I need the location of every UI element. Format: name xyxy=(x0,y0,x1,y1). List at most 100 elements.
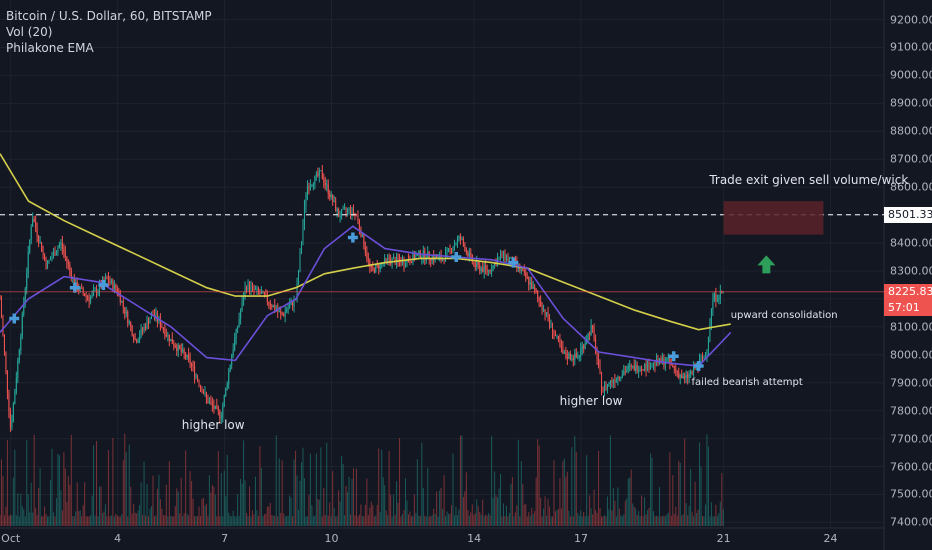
candle-body xyxy=(20,336,22,351)
volume-bar xyxy=(661,516,663,526)
ema-fast-line xyxy=(0,225,732,367)
volume-bar xyxy=(382,477,384,526)
candle-body xyxy=(214,405,216,409)
volume-bar xyxy=(70,434,72,526)
volume-bar xyxy=(696,513,698,526)
volume-bar xyxy=(375,515,377,526)
candle-body xyxy=(384,258,386,264)
candle-body xyxy=(32,219,34,227)
volume-bar xyxy=(306,516,308,526)
candle-body xyxy=(679,375,681,378)
volume-bar xyxy=(348,476,350,526)
candle-body xyxy=(93,290,95,294)
legend-symbol[interactable]: Bitcoin / U.S. Dollar, 60, BITSTAMP xyxy=(6,9,212,23)
candle-body xyxy=(303,205,305,225)
candle-body xyxy=(385,258,387,260)
volume-bar xyxy=(584,516,586,526)
volume-bar xyxy=(373,516,375,526)
volume-bar xyxy=(73,516,75,526)
time-axis[interactable]: Oct 4 7 10 14 17 21 24 xyxy=(0,528,884,550)
candle-body xyxy=(403,260,405,266)
candle-body xyxy=(110,280,112,283)
candle-body xyxy=(145,326,147,329)
candle-body xyxy=(223,395,225,407)
volume-bar xyxy=(125,452,127,526)
price-axis[interactable]: 7400.00 7500.00 7600.00 7700.00 7800.00 7900.… xyxy=(884,0,932,529)
candle-body xyxy=(251,285,254,287)
volume-bar xyxy=(12,477,14,526)
candle-body xyxy=(505,256,507,260)
candle-body xyxy=(382,263,384,265)
volume-bar xyxy=(632,503,634,526)
candle-body xyxy=(703,357,705,360)
candle-body xyxy=(167,334,169,336)
candle-body xyxy=(305,195,307,206)
candle-body xyxy=(418,251,420,254)
candle-body xyxy=(243,298,245,302)
legend-volume[interactable]: Vol (20) xyxy=(6,25,53,39)
candle-body xyxy=(470,252,472,255)
candle-body xyxy=(156,313,158,322)
candle-body xyxy=(642,368,644,371)
candle-body xyxy=(94,289,96,291)
volume-bar xyxy=(124,433,126,526)
volume-bar xyxy=(251,510,254,526)
volume-bar xyxy=(164,515,166,526)
volume-bar xyxy=(397,502,399,526)
volume-bar xyxy=(165,484,167,526)
volume-bar xyxy=(413,494,415,526)
candle-body xyxy=(587,333,589,341)
candle-body xyxy=(238,319,240,327)
volume-bar xyxy=(347,492,349,526)
legend-ema[interactable]: Philakone EMA xyxy=(6,41,94,55)
candle-body xyxy=(256,288,258,290)
volume-bar xyxy=(589,495,591,526)
volume-bar xyxy=(428,516,430,526)
volume-bar xyxy=(425,516,427,526)
candle-body xyxy=(532,286,534,289)
candle-body xyxy=(554,334,556,337)
candle-body xyxy=(599,364,601,373)
candle-body xyxy=(119,293,121,303)
volume-bar xyxy=(9,514,11,526)
candle-body xyxy=(635,364,637,371)
candle-body xyxy=(722,291,724,293)
candle-body xyxy=(715,294,717,301)
signal-marker-plus xyxy=(668,351,679,362)
volume-bar xyxy=(657,516,659,526)
volume-bar xyxy=(317,498,319,526)
candle-body xyxy=(18,350,20,361)
volume-bar xyxy=(612,487,614,526)
volume-bar xyxy=(52,512,54,526)
candle-body xyxy=(618,376,620,378)
candle-body xyxy=(345,208,347,212)
candle-body xyxy=(329,194,331,198)
volume-bar xyxy=(228,512,230,526)
volume-bar xyxy=(177,491,179,526)
candle-body xyxy=(17,360,19,378)
price-tick-label: 8700.00 xyxy=(890,152,932,166)
candle-body xyxy=(488,270,490,272)
candle-body xyxy=(526,277,528,279)
volume-bar xyxy=(540,497,542,526)
candle-body xyxy=(51,256,53,260)
candle-body xyxy=(401,260,404,265)
candle-body xyxy=(517,264,519,266)
volume-bar xyxy=(410,516,412,526)
volume-bar xyxy=(431,514,433,526)
volume-bar xyxy=(715,504,717,526)
volume-bars xyxy=(0,433,724,526)
volume-bar xyxy=(33,434,35,526)
volume-bar xyxy=(82,505,84,526)
volume-bar xyxy=(67,476,69,526)
volume-bar xyxy=(641,495,643,526)
candle-body xyxy=(271,305,273,308)
volume-bar xyxy=(577,513,579,526)
volume-bar xyxy=(401,514,404,526)
volume-bar xyxy=(247,516,249,526)
price-tick-label: 8000.00 xyxy=(890,348,932,362)
candle-body xyxy=(253,286,255,290)
candle-body xyxy=(35,221,37,229)
volume-bar xyxy=(106,516,108,526)
